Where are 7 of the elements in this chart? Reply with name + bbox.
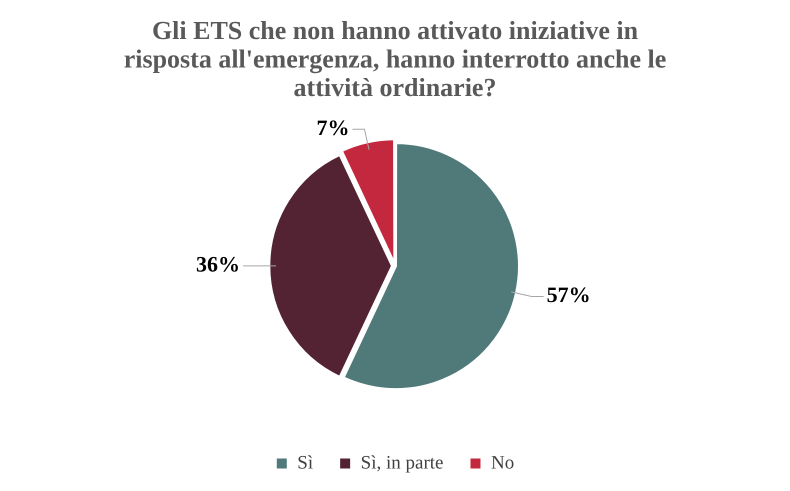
chart-title: Gli ETS che non hanno attivato iniziative in risposta all'emergenza, hanno interrotto anche le attività ordinarie? [124, 16, 666, 102]
data-label: 57% [546, 282, 591, 308]
legend-label: No [490, 452, 514, 474]
legend-label: Sì [297, 452, 314, 474]
legend-label: Sì, in parte [360, 452, 444, 474]
data-label: 7% [316, 114, 350, 140]
data-label: 36% [196, 252, 240, 277]
